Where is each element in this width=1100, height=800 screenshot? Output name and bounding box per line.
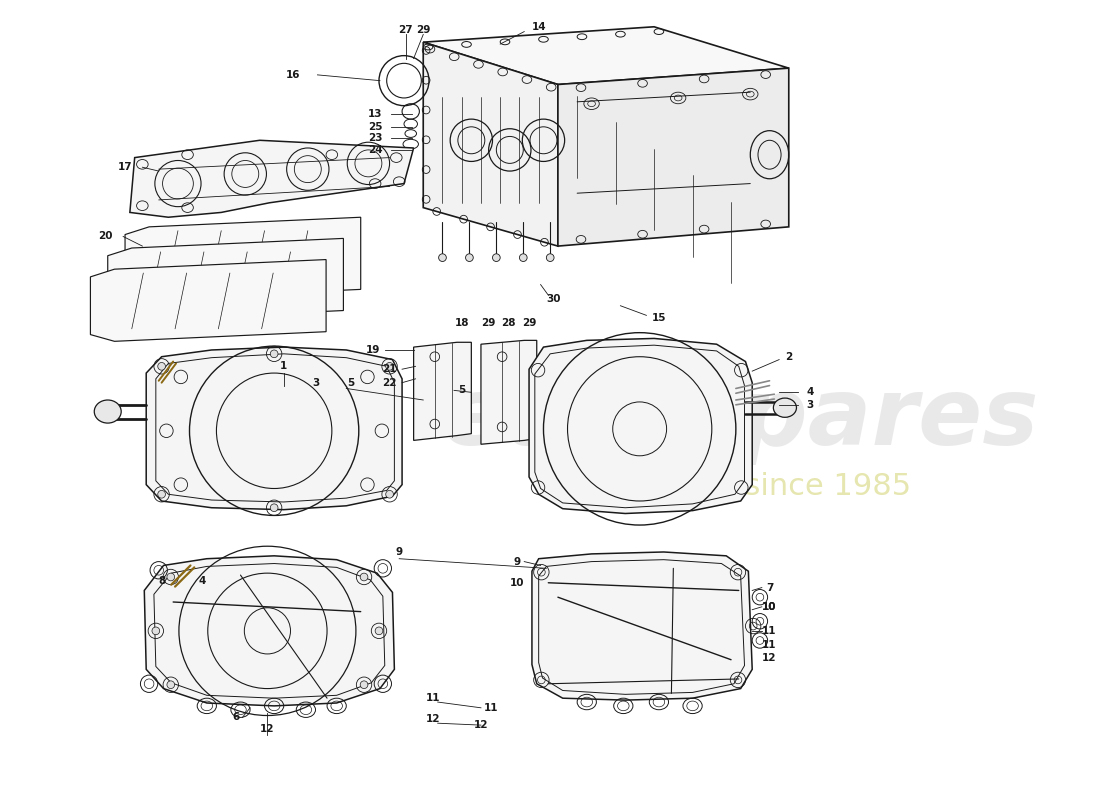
Polygon shape xyxy=(108,238,343,320)
Text: 25: 25 xyxy=(367,122,383,132)
Ellipse shape xyxy=(493,254,500,262)
Ellipse shape xyxy=(386,362,394,370)
Text: 12: 12 xyxy=(762,653,777,662)
Text: 4: 4 xyxy=(806,387,814,398)
Text: 9: 9 xyxy=(514,557,521,566)
Text: 10: 10 xyxy=(762,602,777,612)
Text: 29: 29 xyxy=(482,318,496,328)
Text: 5: 5 xyxy=(458,386,465,395)
Ellipse shape xyxy=(271,350,278,358)
Text: 11: 11 xyxy=(483,703,498,713)
Text: 13: 13 xyxy=(367,110,383,119)
Text: 7: 7 xyxy=(766,582,773,593)
Text: 4: 4 xyxy=(198,576,206,586)
Polygon shape xyxy=(481,340,537,444)
Ellipse shape xyxy=(360,681,367,689)
Ellipse shape xyxy=(386,490,394,498)
Ellipse shape xyxy=(439,254,447,262)
Text: 8: 8 xyxy=(158,576,165,586)
Text: 19: 19 xyxy=(366,345,381,355)
Polygon shape xyxy=(130,140,414,218)
Text: 12: 12 xyxy=(261,724,275,734)
Text: 23: 23 xyxy=(367,134,383,143)
Text: 10: 10 xyxy=(510,578,525,588)
Text: 22: 22 xyxy=(383,378,397,388)
Ellipse shape xyxy=(547,254,554,262)
Text: 30: 30 xyxy=(546,294,560,304)
Text: 11: 11 xyxy=(426,693,440,703)
Ellipse shape xyxy=(360,573,367,581)
Ellipse shape xyxy=(157,362,165,370)
Text: 10: 10 xyxy=(762,602,777,612)
Text: 16: 16 xyxy=(286,70,300,80)
Polygon shape xyxy=(144,556,395,706)
Text: 18: 18 xyxy=(454,318,469,328)
Text: 12: 12 xyxy=(426,714,440,724)
Polygon shape xyxy=(529,338,752,514)
Ellipse shape xyxy=(375,627,383,634)
Text: 1: 1 xyxy=(280,362,287,371)
Polygon shape xyxy=(146,347,403,510)
Text: 5: 5 xyxy=(348,378,354,388)
Ellipse shape xyxy=(95,400,121,423)
Text: 6: 6 xyxy=(232,713,240,722)
Ellipse shape xyxy=(519,254,527,262)
Text: 27: 27 xyxy=(398,25,414,34)
Text: 17: 17 xyxy=(118,162,132,172)
Polygon shape xyxy=(424,42,558,246)
Polygon shape xyxy=(414,342,471,441)
Text: 11: 11 xyxy=(762,640,777,650)
Polygon shape xyxy=(532,552,752,700)
Ellipse shape xyxy=(271,504,278,511)
Polygon shape xyxy=(558,68,789,246)
Text: 3: 3 xyxy=(312,378,319,388)
Text: 9: 9 xyxy=(396,547,403,557)
Text: 29: 29 xyxy=(416,25,430,34)
Text: 28: 28 xyxy=(500,318,515,328)
Text: a passion since 1985: a passion since 1985 xyxy=(590,472,911,501)
Ellipse shape xyxy=(152,627,160,634)
Polygon shape xyxy=(424,26,789,85)
Ellipse shape xyxy=(167,573,175,581)
Ellipse shape xyxy=(167,681,175,689)
Ellipse shape xyxy=(157,490,165,498)
Text: 3: 3 xyxy=(806,400,814,410)
Text: eurospares: eurospares xyxy=(442,374,1040,466)
Text: 14: 14 xyxy=(531,22,546,32)
Text: 2: 2 xyxy=(785,352,792,362)
Text: 24: 24 xyxy=(367,145,383,155)
Polygon shape xyxy=(90,259,326,342)
Ellipse shape xyxy=(773,398,796,418)
Text: 11: 11 xyxy=(762,626,777,636)
Text: 15: 15 xyxy=(651,314,667,323)
Text: 20: 20 xyxy=(99,231,113,242)
Text: 12: 12 xyxy=(474,720,488,730)
Polygon shape xyxy=(125,218,361,299)
Text: 29: 29 xyxy=(521,318,536,328)
Ellipse shape xyxy=(465,254,473,262)
Text: 21: 21 xyxy=(383,364,397,374)
